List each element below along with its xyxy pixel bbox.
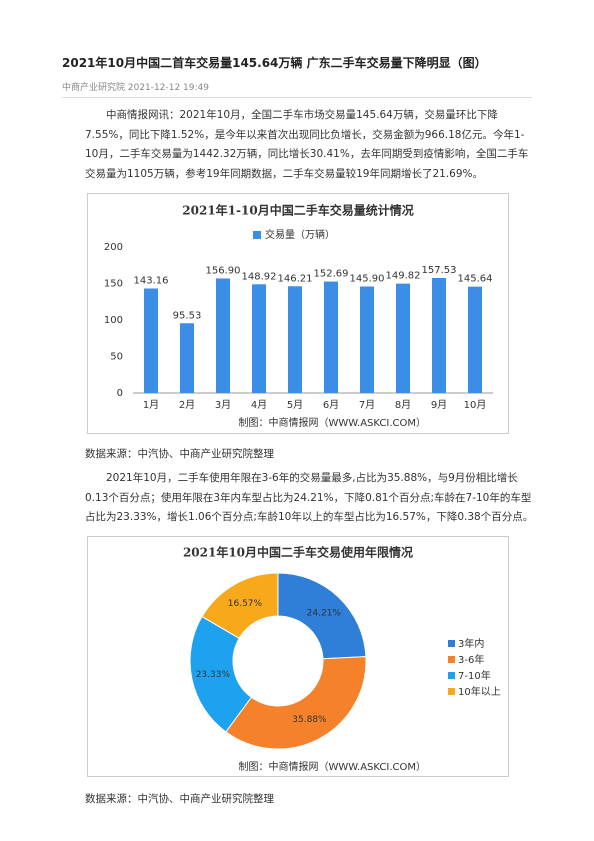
x-tick-label: 10月	[464, 399, 487, 411]
slice	[277, 572, 367, 660]
meta: 中商产业研究院 2021-12-12 19:49	[62, 83, 209, 93]
value-label: 16.57%	[228, 599, 263, 609]
chart-footer: 制图：中商情报网（WWW.ASKCI.COM）	[239, 760, 427, 773]
title: 2021年10月中国二首车交易量145.64万辆 广东二手车交易量下降明显（图）	[62, 56, 487, 70]
bar	[144, 288, 158, 393]
chart-footer: 制图：中商情报网（WWW.ASKCI.COM）	[239, 416, 427, 429]
y-tick-label: 50	[110, 352, 123, 363]
x-tick-label: 2月	[179, 399, 195, 411]
bar-chart: 2021年1-10月中国二手车交易量统计情况 制图：中商情报网（WWW.ASKC…	[87, 193, 509, 434]
chart-title: 2021年10月中国二手车交易使用年限情况	[183, 545, 413, 560]
x-tick-label: 5月	[287, 399, 303, 411]
slice	[201, 572, 279, 639]
legend-label: 3年内	[458, 637, 484, 650]
y-tick-label: 100	[104, 315, 123, 326]
x-tick-label: 9月	[431, 399, 447, 411]
value-label: 24.21%	[307, 608, 342, 618]
paragraph: 中商情报网讯：2021年10月，全国二手车市场交易量145.64万辆，交易量环比…	[85, 109, 529, 180]
pie-chart: 2021年10月中国二手车交易使用年限情况 制图：中商情报网（WWW.ASKCI…	[87, 536, 509, 777]
value-label: 143.16	[134, 275, 169, 286]
x-tick-label: 8月	[395, 399, 411, 411]
bar	[252, 284, 266, 393]
y-tick-label: 150	[104, 279, 123, 290]
value-label: 145.90	[350, 273, 385, 284]
value-label: 156.90	[206, 265, 241, 276]
x-tick-label: 6月	[323, 399, 339, 411]
slice	[225, 656, 367, 750]
legend-label: 10年以上	[458, 685, 501, 698]
value-label: 145.64	[458, 274, 493, 285]
legend-label: 7-10年	[458, 669, 491, 682]
source: 数据来源：中汽协、中商产业研究院整理	[85, 448, 274, 460]
bar	[288, 286, 302, 393]
bar	[216, 278, 230, 393]
x-tick-label: 4月	[251, 399, 267, 411]
y-tick-label: 0	[117, 388, 123, 399]
bar	[180, 323, 194, 393]
value-label: 149.82	[386, 271, 421, 282]
x-tick-label: 1月	[143, 399, 159, 411]
legend-swatch	[448, 640, 455, 647]
source: 数据来源：中汽协、中商产业研究院整理	[85, 793, 274, 805]
value-label: 23.33%	[196, 670, 231, 680]
legend-label: 3-6年	[458, 653, 484, 666]
bar	[396, 283, 410, 393]
value-label: 146.21	[278, 273, 313, 284]
legend-swatch	[448, 688, 455, 695]
value-label: 35.88%	[292, 715, 327, 725]
slice	[189, 615, 253, 733]
legend-swatch	[253, 231, 261, 239]
value-label: 157.53	[422, 265, 457, 276]
x-tick-label: 7月	[359, 399, 375, 411]
bar	[432, 278, 446, 393]
legend-swatch	[448, 672, 455, 679]
chart-title: 2021年1-10月中国二手车交易量统计情况	[182, 203, 413, 218]
legend-label: 交易量（万辆）	[265, 228, 335, 241]
value-label: 95.53	[173, 310, 202, 321]
value-label: 152.69	[314, 269, 349, 280]
paragraph: 2021年10月，二手车使用年限在3-6年的交易量最多,占比为35.88%，与9…	[85, 472, 534, 523]
divider	[62, 97, 532, 98]
value-label: 148.92	[242, 271, 277, 282]
bar	[360, 286, 374, 393]
bar	[468, 286, 482, 393]
bar	[324, 281, 338, 393]
x-tick-label: 3月	[215, 399, 231, 411]
y-tick-label: 200	[104, 242, 123, 253]
legend-swatch	[448, 656, 455, 663]
